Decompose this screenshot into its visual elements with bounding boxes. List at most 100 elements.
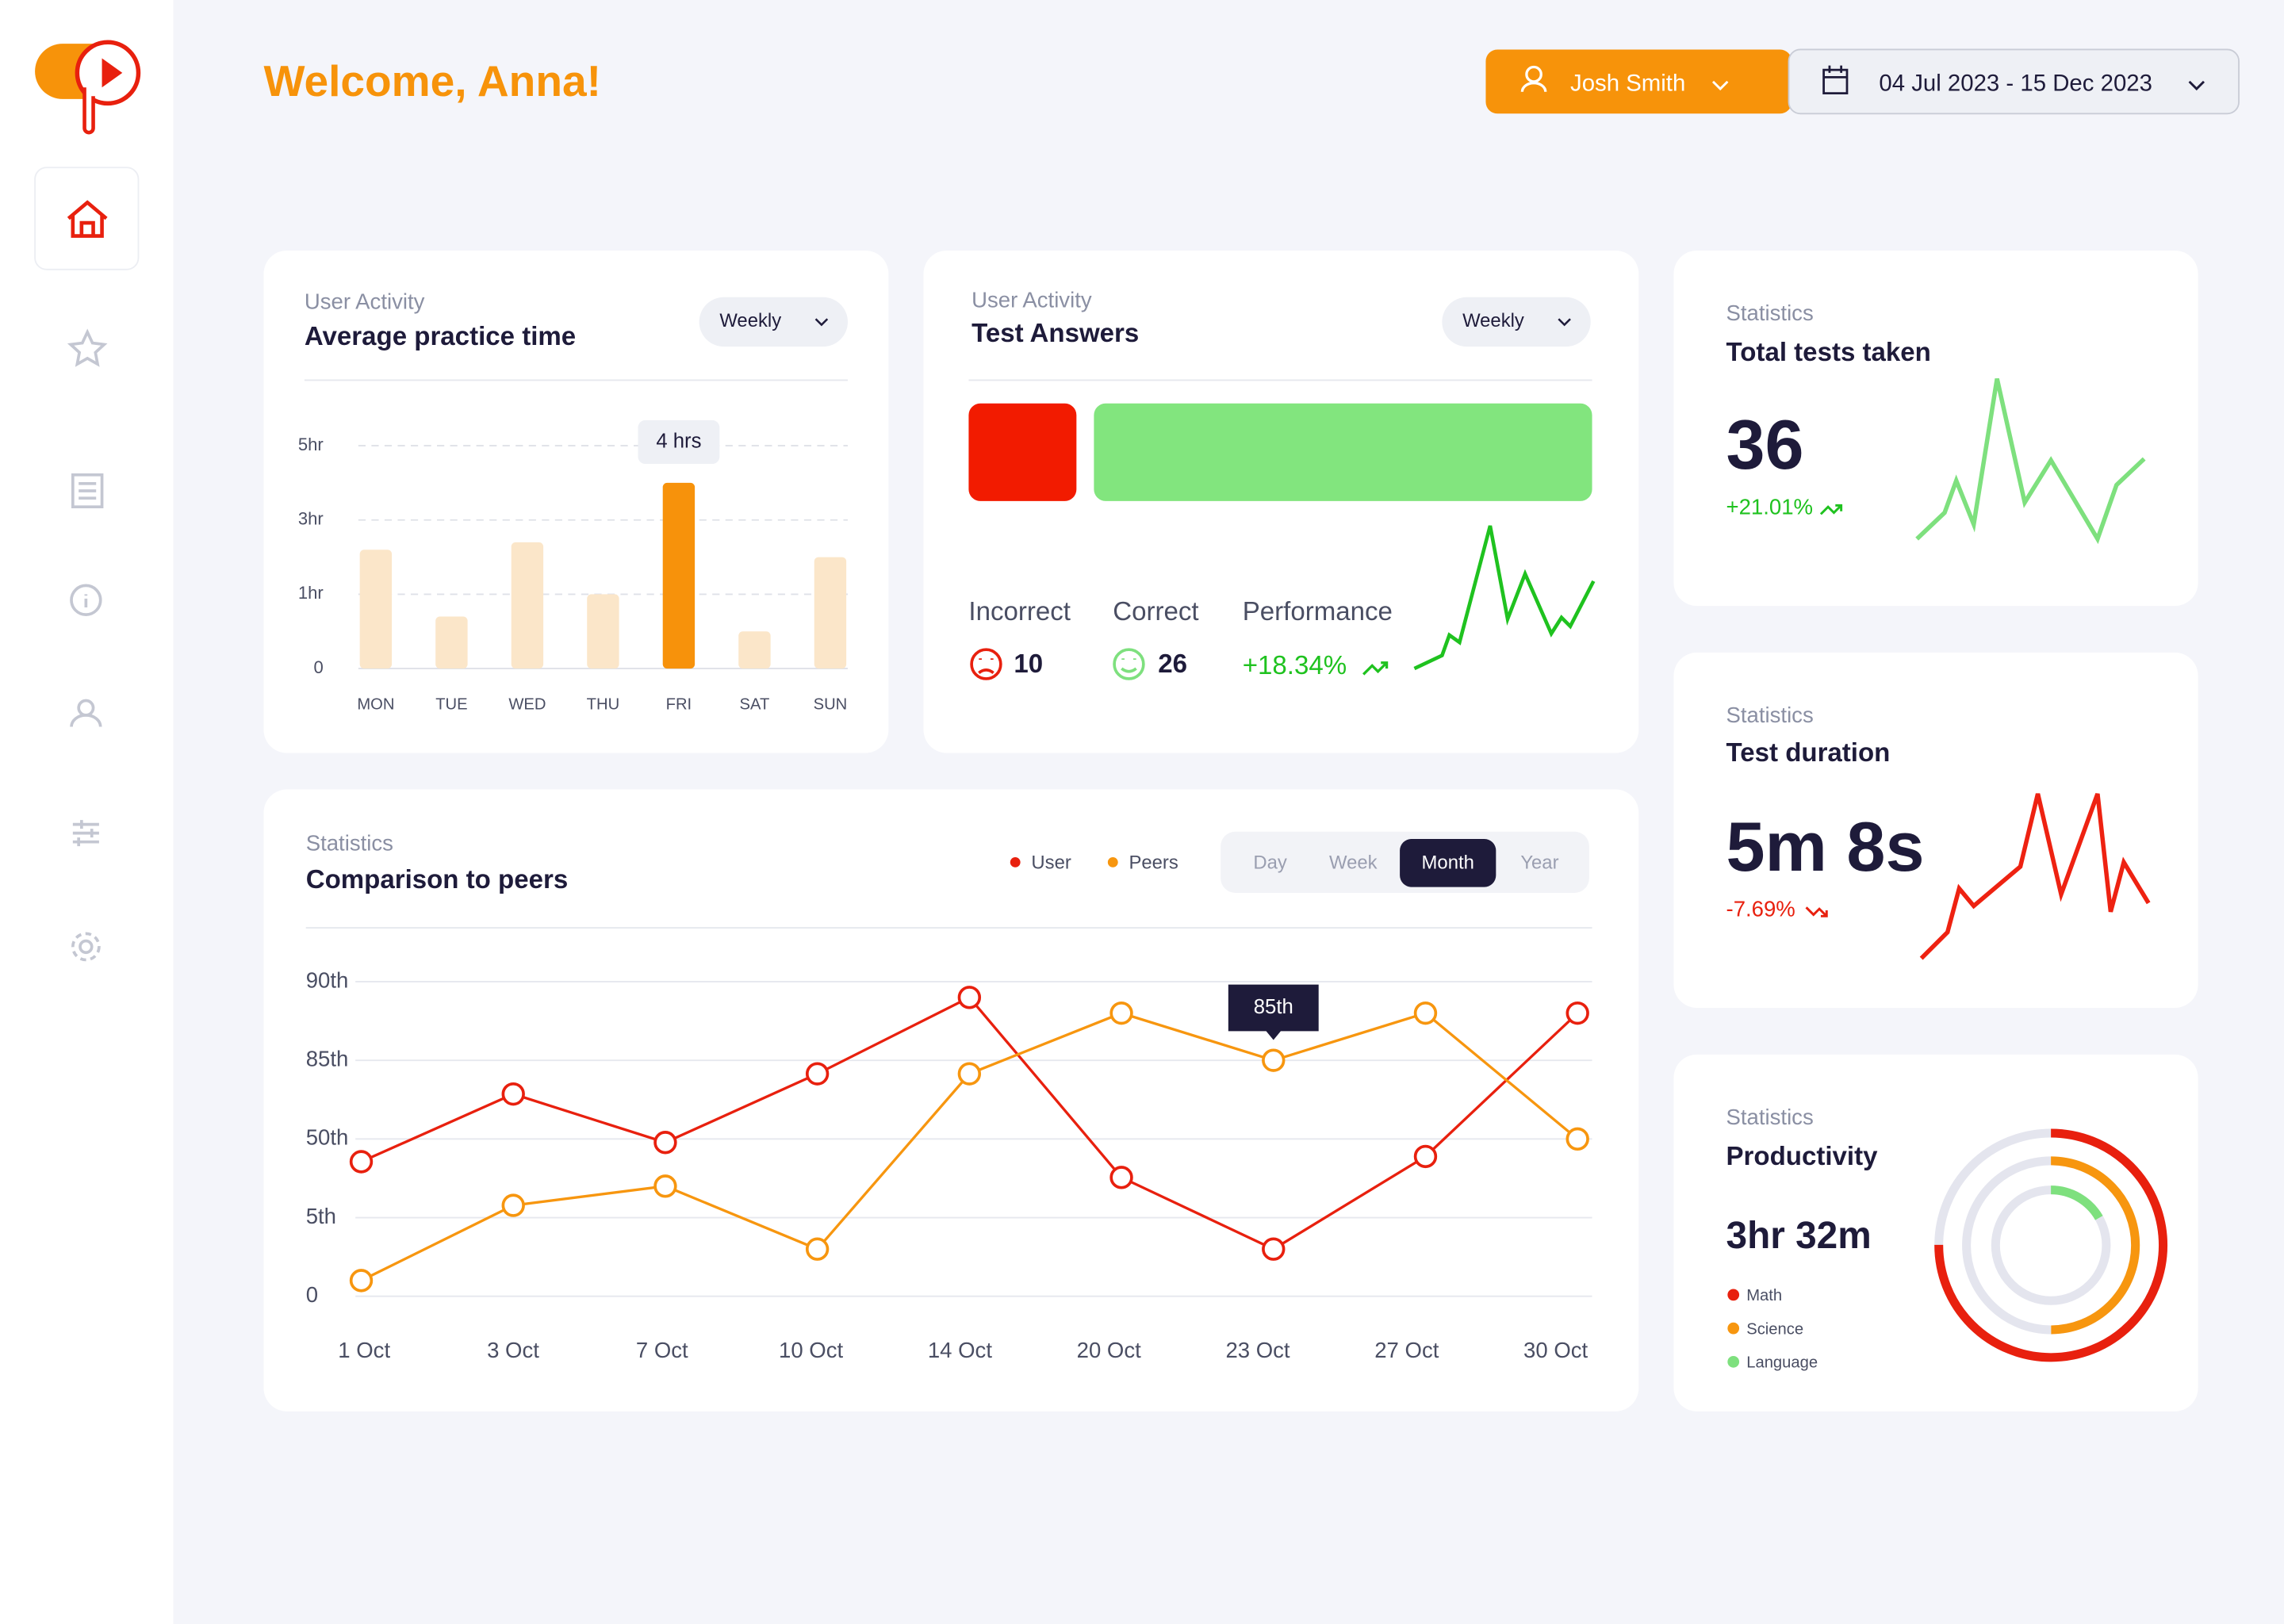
y-tick-label: 5hr (298, 435, 324, 454)
x-tick-label: 20 Oct (1077, 1338, 1141, 1362)
point (805, 1062, 830, 1086)
y-tick-label: 0 (313, 657, 323, 677)
y-tick-label: 3hr (298, 509, 324, 529)
correct-bar (1094, 403, 1592, 501)
bar (435, 616, 468, 669)
point (1109, 1166, 1133, 1189)
legend: Math Science Language (1727, 1287, 1818, 1372)
trend-up (1819, 504, 1843, 515)
x-tick-label: FRI (666, 695, 692, 713)
stat-change: +21.01% (1726, 494, 1814, 519)
nav-info[interactable] (70, 584, 102, 616)
date-select[interactable] (1788, 48, 2240, 115)
duration-card (1673, 652, 2198, 1009)
point (501, 1082, 525, 1106)
point (1565, 1001, 1589, 1025)
sparkline (1915, 377, 2146, 545)
nav-tests[interactable] (71, 473, 104, 509)
legend-label: Science (1746, 1320, 1803, 1338)
eyebrow: Statistics (1726, 301, 1814, 325)
eyebrow: Statistics (1726, 703, 1814, 727)
x-tick-label: 7 Oct (636, 1338, 688, 1362)
card-title: Comparison to peers (306, 865, 569, 894)
bar (738, 631, 771, 669)
incorrect-count: 10 (1014, 649, 1043, 679)
point (501, 1193, 525, 1217)
card-title: Test duration (1726, 738, 1891, 768)
legend-label: Peers (1129, 852, 1178, 874)
sparkline (1413, 525, 1596, 671)
nav-profile[interactable] (70, 699, 102, 727)
point (957, 986, 982, 1009)
user-select[interactable] (1485, 49, 1792, 114)
x-tick-label: MON (357, 695, 394, 713)
date-range: 04 Jul 2023 - 15 Dec 2023 (1879, 70, 2152, 96)
happy-icon (1113, 648, 1145, 680)
card-title: Average practice time (305, 322, 576, 351)
legend-marker (1727, 1322, 1740, 1335)
bar (662, 482, 696, 669)
point (1262, 1048, 1286, 1072)
legend-marker (1107, 856, 1118, 868)
tab[interactable]: Year (1520, 852, 1558, 874)
nav-settings[interactable] (71, 932, 101, 962)
x-tick-label: 30 Oct (1523, 1338, 1588, 1362)
y-tick-label: 0 (306, 1282, 318, 1307)
tab[interactable]: Month (1422, 852, 1474, 874)
logo (35, 40, 141, 135)
sparkline (1919, 793, 2151, 960)
incorrect-bar (968, 403, 1077, 501)
legend-label: User (1031, 852, 1071, 874)
tab[interactable]: Week (1329, 852, 1378, 874)
chevron (1558, 318, 1571, 327)
bar (814, 557, 847, 669)
period: Weekly (719, 310, 781, 331)
nav-home[interactable] (34, 167, 140, 270)
stat-value: 5m 8s (1726, 807, 1925, 886)
legend: User Peers (1010, 852, 1178, 874)
period-select[interactable] (1442, 297, 1591, 347)
x-tick-label: 14 Oct (928, 1338, 992, 1362)
point (957, 1062, 982, 1086)
y-tick-label: 50th (306, 1125, 349, 1150)
tooltip (638, 419, 720, 465)
eyebrow: Statistics (306, 831, 393, 856)
x-tick-label: 1 Oct (338, 1338, 390, 1362)
x-tick-label: 3 Oct (487, 1338, 539, 1362)
stat-value: 36 (1726, 405, 1804, 484)
point (349, 1269, 374, 1293)
trend-down (1805, 906, 1828, 917)
chevron (2188, 80, 2205, 91)
period-select[interactable] (699, 297, 848, 347)
bar (359, 550, 393, 669)
y-tick-label: 90th (306, 967, 349, 992)
eyebrow: Statistics (1726, 1105, 1814, 1129)
x-tick-label: WED (508, 695, 546, 713)
bar-chart: 0 1hr 3hr 5hr MON TUE WED THU FRI 4 hrs SAT SUN (298, 419, 848, 713)
tab-active[interactable] (1400, 838, 1496, 887)
value-label: 4 hrs (656, 430, 701, 452)
home-icon (67, 200, 108, 238)
point (805, 1237, 830, 1261)
nav-settings-sliders[interactable] (72, 820, 99, 847)
comparison-card (263, 789, 1639, 1411)
nav-favorites[interactable] (67, 328, 108, 367)
bar (511, 542, 544, 669)
x-tick-label: 23 Oct (1225, 1338, 1290, 1362)
point (653, 1131, 677, 1155)
user-name: Josh Smith (1570, 70, 1685, 96)
incorrect-label: Incorrect (968, 597, 1071, 626)
trend-up (1362, 661, 1389, 676)
performance-label: Performance (1243, 597, 1393, 626)
tab[interactable]: Day (1253, 852, 1287, 874)
x-tick-label: THU (587, 695, 620, 713)
legend-marker (1727, 1356, 1740, 1368)
y-tick-label: 1hr (298, 583, 324, 603)
chevron (1711, 80, 1729, 91)
legend-marker (1727, 1289, 1740, 1301)
point (1413, 1144, 1438, 1169)
legend-label: Language (1746, 1354, 1818, 1372)
eyebrow: User Activity (971, 288, 1092, 312)
y-tick-label: 85th (306, 1046, 349, 1071)
